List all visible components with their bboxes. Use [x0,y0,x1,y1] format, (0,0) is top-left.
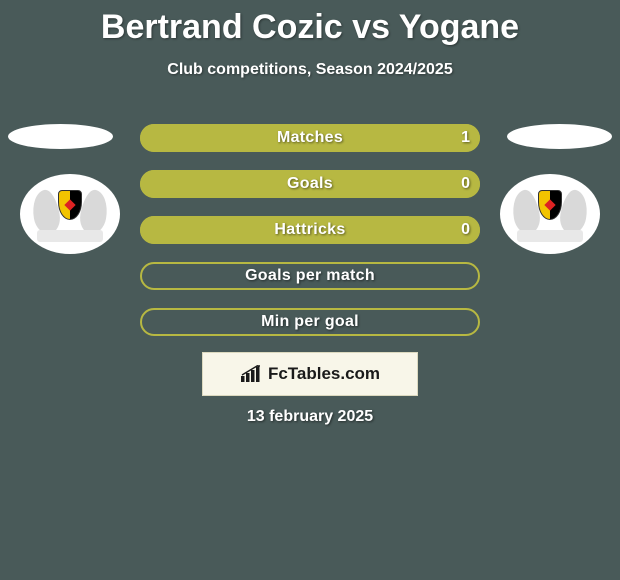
brand-text: FcTables.com [268,364,380,384]
stat-row-goals: Goals0 [140,170,480,198]
club-crest-right [500,174,600,254]
stat-row-hattricks: Hattricks0 [140,216,480,244]
stat-row-goals-per-match: Goals per match [140,262,480,290]
player-left-ellipse [8,124,113,149]
bar-outline [140,308,480,336]
page-title: Bertrand Cozic vs Yogane [0,0,620,47]
player-right-ellipse [507,124,612,149]
bar-value-right: 1 [461,129,470,147]
comparison-bars: Matches1 Goals0 Hattricks0 Goals per match M… [140,124,480,354]
stat-row-matches: Matches1 [140,124,480,152]
brand-chart-icon [240,365,262,383]
page-subtitle: Club competitions, Season 2024/2025 [0,61,620,79]
club-crest-left [20,174,120,254]
stat-row-min-per-goal: Min per goal [140,308,480,336]
bar-outline [140,262,480,290]
footer-date: 13 february 2025 [0,408,620,426]
bar-fill-right [140,124,480,152]
bar-fill-right [140,170,480,198]
bar-value-right: 0 [461,175,470,193]
bar-value-right: 0 [461,221,470,239]
bar-fill-right [140,216,480,244]
brand-box: FcTables.com [202,352,418,396]
